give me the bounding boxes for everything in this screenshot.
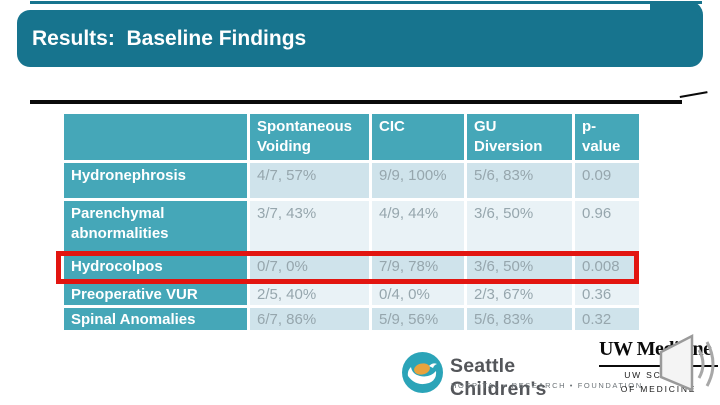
top-border-line: [30, 1, 702, 4]
table-cell: 5/9, 56%: [372, 308, 464, 330]
seattle-childrens-wordmark: Seattle Children's: [450, 355, 547, 400]
table-cell: 9/9, 100%: [372, 163, 464, 198]
table-cell: 4/7, 57%: [250, 163, 369, 198]
table-cell: 0.32: [575, 308, 639, 330]
table-cell: 0/4, 0%: [372, 283, 464, 305]
highlight-box: [56, 251, 639, 284]
table-cell: 6/7, 86%: [250, 308, 369, 330]
table-header-spontaneous-voiding: Spontaneous Voiding: [250, 114, 369, 160]
table-cell: 3/6, 50%: [467, 255, 572, 280]
table-cell: 3/7, 43%: [250, 201, 369, 252]
table-cell: 0/7, 0%: [250, 255, 369, 280]
seattle-childrens-whale-icon: [402, 352, 443, 393]
table-header-gu-diversion: GU Diversion: [467, 114, 572, 160]
table-cell: 2/5, 40%: [250, 283, 369, 305]
table-cell: 0.96: [575, 201, 639, 252]
row-label-hydronephrosis: Hydronephrosis: [64, 163, 247, 198]
page-title: Results: Baseline Findings: [32, 27, 307, 50]
table-cell: 4/9, 44%: [372, 201, 464, 252]
table-cell: 5/6, 83%: [467, 163, 572, 198]
uw-school-line2: OF MEDICINE: [620, 384, 697, 394]
table-header-p-value: p-value: [575, 114, 639, 160]
table-cell: 0.09: [575, 163, 639, 198]
table-header-empty: [64, 114, 247, 160]
seattle-childrens-logo: Seattle Children's HOSPITAL • RESEARCH •…: [402, 351, 641, 400]
row-label-preoperative-vur: Preoperative VUR: [64, 283, 247, 305]
table-cell: 3/6, 50%: [467, 201, 572, 252]
table-cell: 5/6, 83%: [467, 308, 572, 330]
uw-school-line1: UW SCHOOL: [624, 370, 693, 380]
table-cell: 7/9, 78%: [372, 255, 464, 280]
seattle-childrens-tagline: HOSPITAL • RESEARCH • FOUNDATION: [451, 381, 643, 390]
title-bar: Results: Baseline Findings: [17, 10, 703, 67]
audio-speaker-icon[interactable]: [646, 333, 720, 397]
table-cell: 0.008: [575, 255, 639, 280]
results-table: Spontaneous Voiding CIC GU Diversion p-v…: [64, 114, 639, 330]
title-underline: [30, 100, 682, 104]
row-label-parenchymal-abnormalities: Parenchymal abnormalities: [64, 201, 247, 252]
row-label-spinal-anomalies: Spinal Anomalies: [64, 308, 247, 330]
table-header-cic: CIC: [372, 114, 464, 160]
row-label-hydrocolpos: Hydrocolpos: [64, 255, 247, 280]
table-cell: 2/3, 67%: [467, 283, 572, 305]
title-underline-tick: [679, 91, 708, 98]
table-cell: 0.36: [575, 283, 639, 305]
